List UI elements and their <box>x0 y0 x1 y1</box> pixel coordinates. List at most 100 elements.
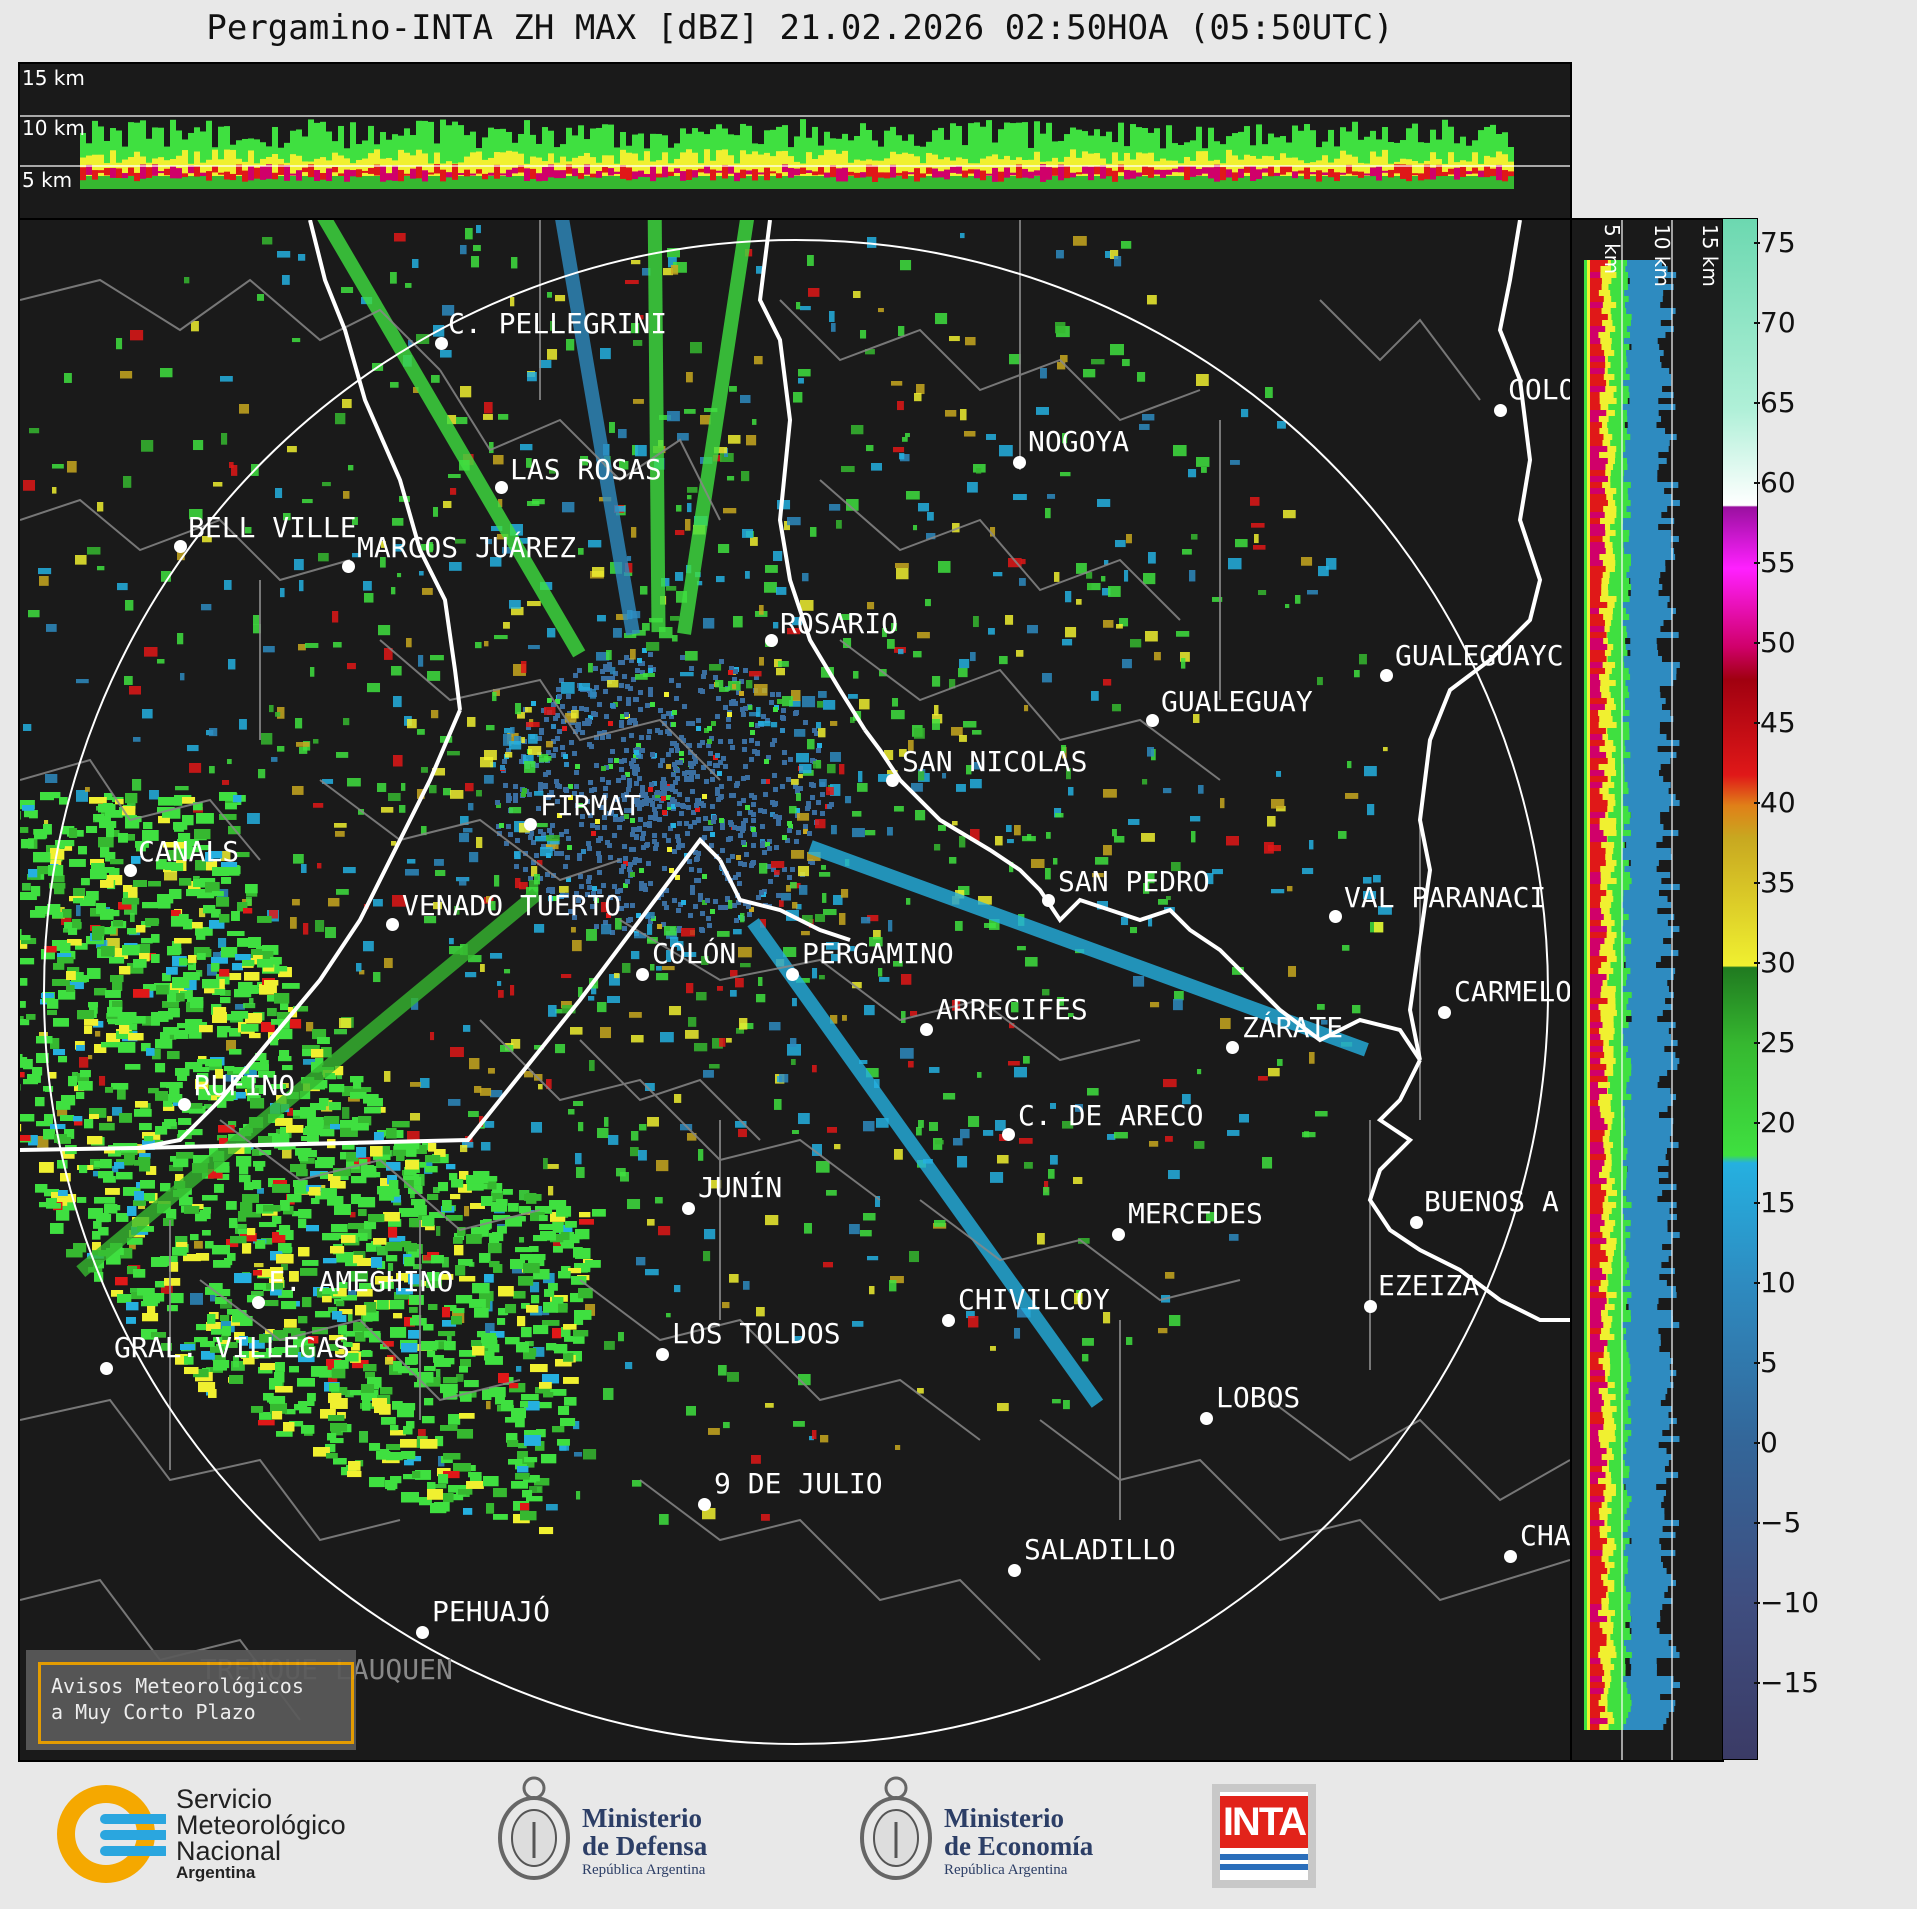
colorbar-tick: 0 <box>1754 1426 1778 1459</box>
smn-emblem-icon <box>57 1785 166 1883</box>
city-label: SAN NICOLAS <box>902 745 1088 778</box>
defensa-logo: Ministerio de Defensa República Argentin… <box>494 1772 754 1896</box>
smn-line-2: Meteorológico <box>176 1810 346 1840</box>
top-cross-section-plot <box>20 115 1570 189</box>
city-label: COLO <box>1508 373 1572 406</box>
colorbar-tick: 75 <box>1754 226 1796 259</box>
city-dot <box>1200 1412 1213 1425</box>
city-label: RUFINO <box>194 1069 296 1102</box>
radar-map[interactable]: C. PELLEGRINI LAS ROSAS NOGOYA BELL VILL… <box>18 218 1572 1762</box>
city-label: VAL PARANACI <box>1344 881 1547 914</box>
city-label: 9 DE JULIO <box>714 1467 883 1500</box>
city-label: CHA <box>1520 1519 1571 1552</box>
radar-map-canvas <box>20 220 1570 1745</box>
city-label: NOGOYA <box>1028 425 1130 458</box>
colorbar-tick: −10 <box>1753 1586 1820 1619</box>
coat-of-arms-icon <box>860 1776 932 1880</box>
colorbar-tick: 35 <box>1754 866 1796 899</box>
city-dot <box>1013 456 1026 469</box>
city-dot <box>386 918 399 931</box>
colorbar-tick: 40 <box>1754 786 1796 819</box>
city-dot <box>1504 1550 1517 1563</box>
city-dot <box>178 1098 191 1111</box>
top-cross-section: 15 km 10 km 5 km <box>18 62 1572 220</box>
city-dot <box>886 774 899 787</box>
colorbar-tick: −5 <box>1753 1506 1802 1539</box>
city-dot <box>1329 910 1342 923</box>
colorbar-tick: 50 <box>1754 626 1796 659</box>
city-label: MERCEDES <box>1128 1197 1263 1230</box>
city-dot <box>174 540 187 553</box>
city-dot <box>435 337 448 350</box>
city-label: CARMELO <box>1454 975 1572 1008</box>
economia-line-2: de Economía <box>944 1831 1094 1861</box>
city-dot <box>1002 1128 1015 1141</box>
city-label: ROSARIO <box>780 607 899 640</box>
city-label: ARRECIFES <box>936 993 1088 1026</box>
city-label: LOS TOLDOS <box>672 1317 841 1350</box>
colorbar-tick: 55 <box>1754 546 1796 579</box>
inta-text: INTA <box>1220 1796 1308 1848</box>
city-label: BELL VILLE <box>188 511 357 544</box>
colorbar-tick: 25 <box>1754 1026 1796 1059</box>
city-dot-pergamino <box>786 968 799 981</box>
colorbar-tick: 10 <box>1754 1266 1796 1299</box>
city-label: PEHUAJÓ <box>432 1595 551 1628</box>
defensa-line-2: de Defensa <box>582 1831 708 1861</box>
colorbar-tick: 15 <box>1754 1186 1796 1219</box>
economia-line-1: Ministerio <box>944 1803 1064 1833</box>
city-label: ZÁRATE <box>1242 1011 1344 1044</box>
city-dot <box>765 634 778 647</box>
city-label: PERGAMINO <box>802 937 954 970</box>
inta-logo: INTA <box>1212 1784 1316 1888</box>
altitude-label-15km: 15 km <box>22 66 85 90</box>
city-dot <box>1364 1300 1377 1313</box>
warnings-line-2: a Muy Corto Plazo <box>51 1700 256 1724</box>
city-label: EZEIZA <box>1378 1269 1480 1302</box>
colorbar-tick: 60 <box>1754 466 1796 499</box>
map-title: Pergamino-INTA ZH MAX [dBZ] 21.02.2026 0… <box>206 8 1394 48</box>
city-label: F. AMEGHINO <box>268 1265 454 1298</box>
city-dot <box>124 864 137 877</box>
city-label: GRAL. VILLEGAS <box>114 1331 351 1364</box>
city-dot <box>1112 1228 1125 1241</box>
warnings-link[interactable]: Avisos Meteorológicos a Muy Corto Plazo <box>38 1662 354 1744</box>
defensa-line-3: República Argentina <box>582 1862 706 1878</box>
defensa-line-1: Ministerio <box>582 1803 702 1833</box>
side-cross-section: 5 km 10 km 15 km <box>1570 218 1724 1762</box>
city-dot <box>416 1626 429 1639</box>
city-label: VENADO TUERTO <box>402 889 622 922</box>
colorbar-tick: 65 <box>1754 386 1796 419</box>
city-dot <box>1438 1006 1451 1019</box>
city-label: MARCOS JUÁREZ <box>357 531 577 564</box>
colorbar-tick: 70 <box>1754 306 1796 339</box>
city-dot <box>1226 1041 1239 1054</box>
economia-logo: Ministerio de Economía República Argenti… <box>856 1772 1136 1896</box>
city-dot <box>920 1023 933 1036</box>
city-label: SALADILLO <box>1024 1533 1176 1566</box>
city-dot <box>1410 1216 1423 1229</box>
city-label: GUALEGUAYC <box>1395 639 1564 672</box>
colorbar-tick: 20 <box>1754 1106 1796 1139</box>
colorbar-tick: 45 <box>1754 706 1796 739</box>
city-label: GUALEGUAY <box>1161 685 1313 718</box>
colorbar-tick: 30 <box>1754 946 1796 979</box>
altitude-label-10km: 10 km <box>22 116 85 140</box>
warnings-box[interactable]: Avisos Meteorológicos a Muy Corto Plazo <box>26 1650 356 1750</box>
province-boundaries <box>20 220 1570 1322</box>
smn-line-3: Nacional <box>176 1836 282 1866</box>
city-dot <box>1380 669 1393 682</box>
city-dot <box>942 1314 955 1327</box>
city-dot <box>682 1202 695 1215</box>
dbz-colorbar <box>1722 218 1758 1760</box>
city-label: SAN PEDRO <box>1058 865 1210 898</box>
warnings-line-1: Avisos Meteorológicos <box>51 1674 304 1698</box>
altitude-label-5km: 5 km <box>22 168 73 192</box>
city-dot <box>495 481 508 494</box>
city-dot <box>636 968 649 981</box>
city-dot <box>524 818 537 831</box>
city-dot <box>1008 1564 1021 1577</box>
city-label: JUNÍN <box>698 1171 783 1204</box>
city-label: CHIVILCOY <box>958 1283 1110 1316</box>
city-dot <box>342 560 355 573</box>
